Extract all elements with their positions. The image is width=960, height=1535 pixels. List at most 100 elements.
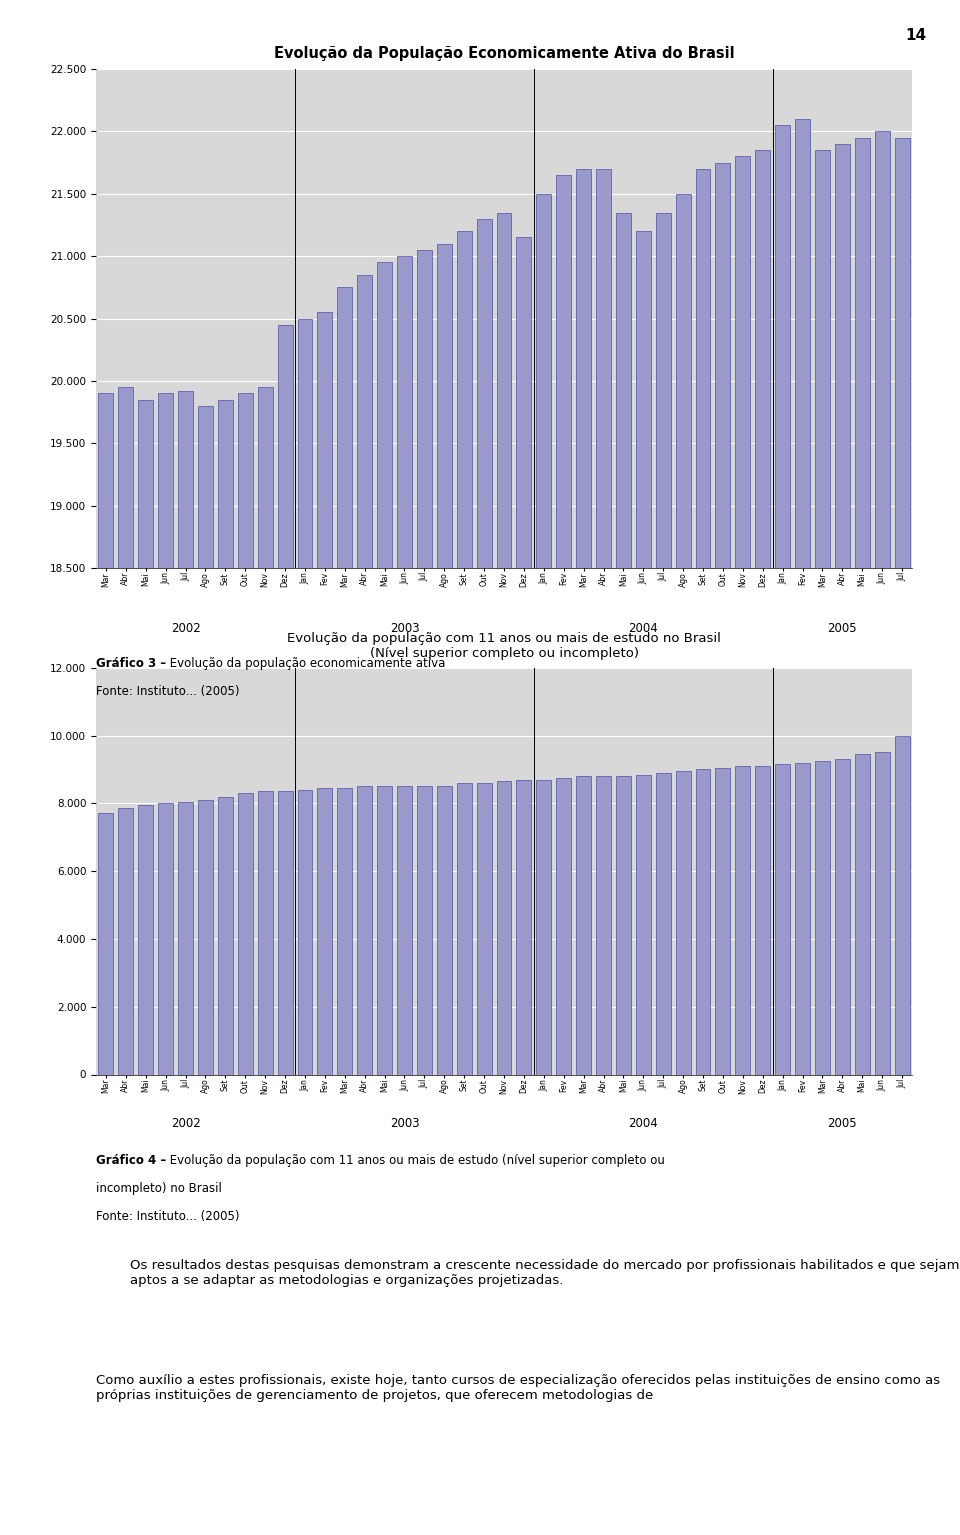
Bar (298, 318, 312, 1535)
Bar (875, 132, 890, 1535)
Bar (377, 262, 392, 1535)
Bar (756, 766, 770, 1074)
Bar (337, 787, 352, 1074)
Bar (257, 387, 273, 1535)
Text: Fonte: Instituto... (2005): Fonte: Instituto... (2005) (96, 685, 239, 697)
Text: Evolução da população com 11 anos ou mais de estudo (nível superior completo ou: Evolução da população com 11 anos ou mai… (166, 1154, 665, 1167)
Bar (676, 771, 690, 1074)
Text: 2003: 2003 (390, 1117, 420, 1130)
Bar (457, 232, 471, 1535)
Bar (218, 797, 233, 1074)
Bar (616, 212, 631, 1535)
Bar (437, 786, 452, 1074)
Title: Evolução da População Economicamente Ativa do Brasil: Evolução da População Economicamente Ati… (274, 46, 734, 61)
Text: 2002: 2002 (171, 1117, 201, 1130)
Bar (656, 772, 671, 1074)
Bar (854, 754, 870, 1074)
Bar (715, 163, 731, 1535)
Bar (556, 175, 571, 1535)
Title: Evolução da população com 11 anos ou mais de estudo no Brasil
(Nível superior co: Evolução da população com 11 anos ou mai… (287, 631, 721, 660)
Bar (676, 193, 690, 1535)
Bar (158, 393, 173, 1535)
Bar (815, 761, 829, 1074)
Bar (179, 391, 193, 1535)
Bar (138, 804, 154, 1074)
Bar (496, 212, 512, 1535)
Bar (636, 775, 651, 1074)
Bar (218, 399, 233, 1535)
Bar (397, 786, 412, 1074)
Bar (138, 399, 154, 1535)
Text: Evolução da população economicamente ativa: Evolução da população economicamente ati… (166, 657, 445, 669)
Text: 2004: 2004 (629, 622, 659, 634)
Bar (257, 792, 273, 1074)
Bar (99, 393, 113, 1535)
Bar (875, 752, 890, 1074)
Bar (298, 791, 312, 1074)
Bar (277, 792, 293, 1074)
Bar (616, 777, 631, 1074)
Text: 2004: 2004 (629, 1117, 659, 1130)
Bar (815, 150, 829, 1535)
Bar (576, 777, 591, 1074)
Bar (318, 312, 332, 1535)
Bar (99, 814, 113, 1074)
Bar (318, 787, 332, 1074)
Text: Os resultados destas pesquisas demonstram a crescente necessidade do mercado por: Os resultados destas pesquisas demonstra… (130, 1259, 959, 1286)
Bar (118, 809, 133, 1074)
Bar (715, 768, 731, 1074)
Bar (735, 766, 751, 1074)
Bar (198, 405, 213, 1535)
Bar (696, 169, 710, 1535)
Bar (457, 783, 471, 1074)
Bar (775, 126, 790, 1535)
Bar (238, 393, 252, 1535)
Bar (516, 238, 532, 1535)
Text: Gráfico 4 –: Gráfico 4 – (96, 1154, 166, 1167)
Bar (397, 256, 412, 1535)
Bar (835, 144, 850, 1535)
Bar (476, 783, 492, 1074)
Bar (795, 118, 810, 1535)
Bar (835, 760, 850, 1074)
Bar (238, 794, 252, 1074)
Bar (496, 781, 512, 1074)
Text: Fonte: Instituto... (2005): Fonte: Instituto... (2005) (96, 1210, 239, 1222)
Bar (277, 325, 293, 1535)
Bar (656, 212, 671, 1535)
Bar (775, 764, 790, 1074)
Bar (556, 778, 571, 1074)
Text: 14: 14 (905, 28, 926, 43)
Bar (179, 801, 193, 1074)
Bar (795, 763, 810, 1074)
Text: Gráfico 3 –: Gráfico 3 – (96, 657, 166, 669)
Bar (596, 777, 611, 1074)
Bar (756, 150, 770, 1535)
Bar (476, 218, 492, 1535)
Bar (437, 244, 452, 1535)
Bar (357, 275, 372, 1535)
Bar (158, 803, 173, 1074)
Bar (735, 157, 751, 1535)
Bar (895, 735, 909, 1074)
Bar (596, 169, 611, 1535)
Bar (895, 138, 909, 1535)
Bar (337, 287, 352, 1535)
Text: 2003: 2003 (390, 622, 420, 634)
Bar (854, 138, 870, 1535)
Text: 2005: 2005 (828, 1117, 857, 1130)
Bar (576, 169, 591, 1535)
Bar (198, 800, 213, 1074)
Bar (357, 786, 372, 1074)
Bar (417, 250, 432, 1535)
Bar (537, 780, 551, 1074)
Bar (636, 232, 651, 1535)
Text: incompleto) no Brasil: incompleto) no Brasil (96, 1182, 222, 1194)
Text: Como auxílio a estes profissionais, existe hoje, tanto cursos de especialização : Como auxílio a estes profissionais, exis… (96, 1374, 940, 1401)
Bar (417, 786, 432, 1074)
Text: 2005: 2005 (828, 622, 857, 634)
Bar (118, 387, 133, 1535)
Bar (516, 780, 532, 1074)
Bar (537, 193, 551, 1535)
Text: 2002: 2002 (171, 622, 201, 634)
